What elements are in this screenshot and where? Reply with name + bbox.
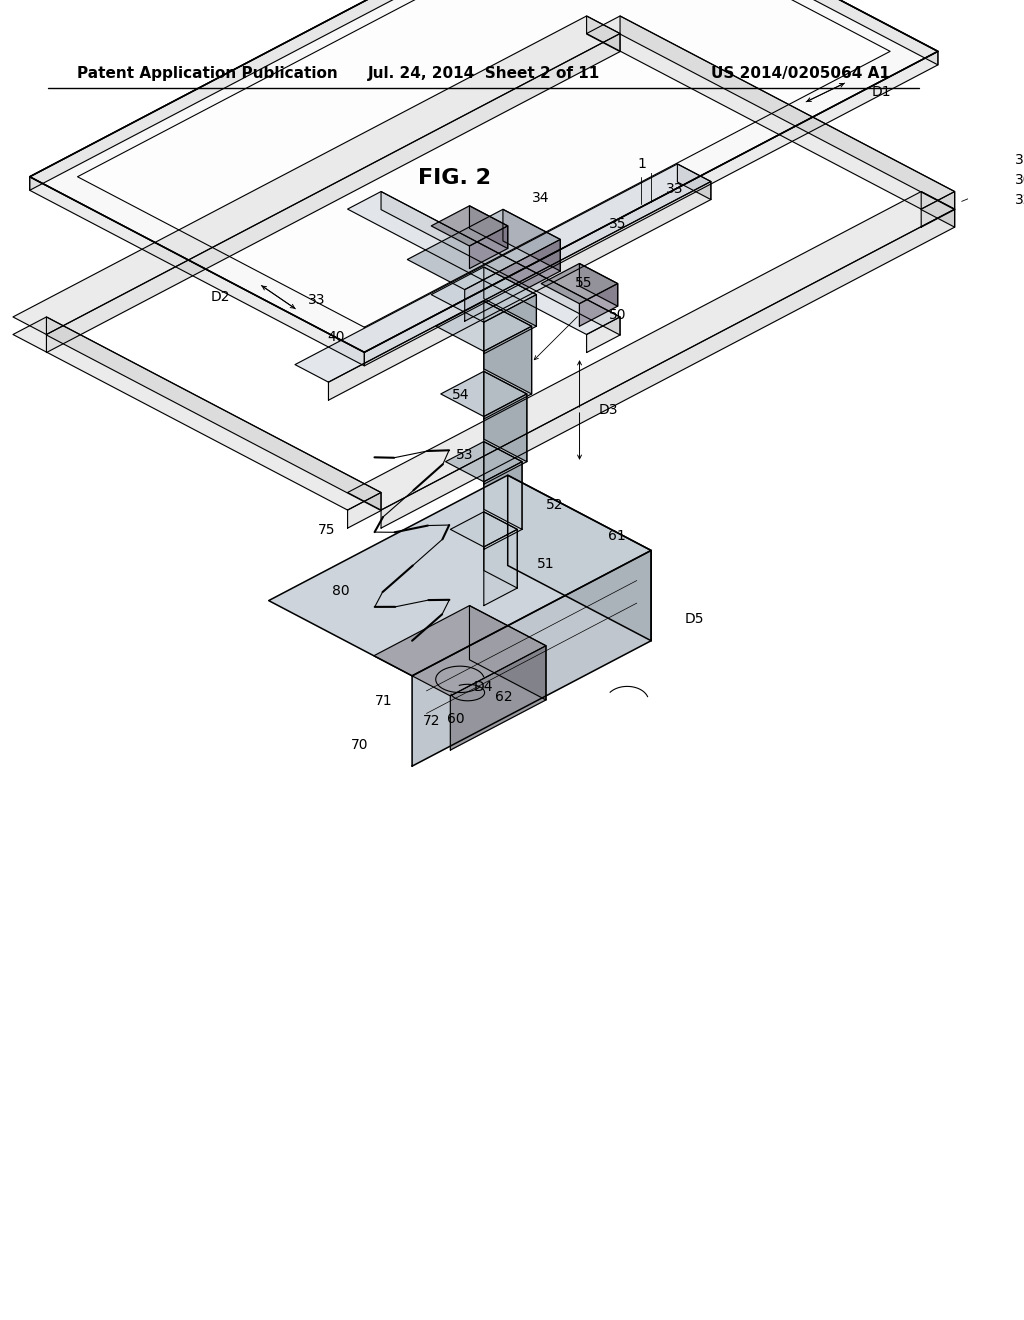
Text: 55: 55 <box>574 276 592 290</box>
Text: 53: 53 <box>457 447 474 462</box>
Polygon shape <box>587 16 954 209</box>
Text: FIG. 2: FIG. 2 <box>418 168 492 189</box>
Text: 62: 62 <box>495 690 512 704</box>
Text: 54: 54 <box>452 388 469 403</box>
Polygon shape <box>347 191 621 334</box>
Polygon shape <box>46 317 381 511</box>
Polygon shape <box>13 16 621 334</box>
Text: 35: 35 <box>608 218 626 231</box>
Polygon shape <box>374 606 546 696</box>
Polygon shape <box>483 294 537 354</box>
Polygon shape <box>587 317 621 352</box>
Polygon shape <box>469 206 508 248</box>
Text: 72: 72 <box>423 714 440 729</box>
Polygon shape <box>508 475 651 640</box>
Polygon shape <box>431 267 537 322</box>
Polygon shape <box>678 164 711 199</box>
Text: 31: 31 <box>1015 153 1024 168</box>
Polygon shape <box>268 475 651 676</box>
Polygon shape <box>451 512 517 546</box>
Polygon shape <box>46 33 621 352</box>
Text: 70: 70 <box>351 738 369 752</box>
Polygon shape <box>381 209 954 528</box>
Polygon shape <box>436 301 531 351</box>
Polygon shape <box>580 284 617 326</box>
Polygon shape <box>30 177 365 366</box>
Polygon shape <box>483 326 531 418</box>
Text: 1: 1 <box>637 157 646 170</box>
Polygon shape <box>30 0 938 352</box>
Text: 33: 33 <box>308 293 326 308</box>
Polygon shape <box>603 0 938 65</box>
Text: 80: 80 <box>332 583 349 598</box>
Text: 75: 75 <box>317 523 335 537</box>
Polygon shape <box>30 0 603 190</box>
Polygon shape <box>329 182 711 400</box>
Polygon shape <box>465 239 560 321</box>
Polygon shape <box>469 606 546 700</box>
Polygon shape <box>440 371 526 417</box>
Polygon shape <box>483 512 517 589</box>
Polygon shape <box>541 264 617 304</box>
Text: 50: 50 <box>608 308 626 322</box>
Polygon shape <box>483 529 517 606</box>
Polygon shape <box>483 462 522 549</box>
Polygon shape <box>408 210 560 289</box>
Text: 33: 33 <box>666 182 683 195</box>
Polygon shape <box>483 267 537 326</box>
Polygon shape <box>295 164 711 383</box>
Polygon shape <box>922 191 954 227</box>
Polygon shape <box>365 51 938 366</box>
Text: 40: 40 <box>328 330 345 345</box>
Polygon shape <box>483 393 526 484</box>
Text: 60: 60 <box>446 713 465 726</box>
Text: US 2014/0205064 A1: US 2014/0205064 A1 <box>712 66 890 82</box>
Polygon shape <box>621 16 954 210</box>
Polygon shape <box>922 191 954 227</box>
Text: 71: 71 <box>375 694 393 708</box>
Polygon shape <box>347 191 954 510</box>
Text: Jul. 24, 2014  Sheet 2 of 11: Jul. 24, 2014 Sheet 2 of 11 <box>368 66 600 82</box>
Polygon shape <box>503 210 560 271</box>
Polygon shape <box>78 0 890 327</box>
Polygon shape <box>580 264 617 306</box>
Text: 52: 52 <box>546 498 563 512</box>
Polygon shape <box>483 301 531 393</box>
Polygon shape <box>412 550 651 766</box>
Text: 30: 30 <box>1015 173 1024 187</box>
Polygon shape <box>445 442 522 482</box>
Text: D3: D3 <box>599 403 618 417</box>
Text: 61: 61 <box>608 529 626 544</box>
Polygon shape <box>483 442 522 529</box>
Polygon shape <box>13 317 381 510</box>
Polygon shape <box>483 371 526 462</box>
Polygon shape <box>431 206 508 246</box>
Polygon shape <box>381 191 621 335</box>
Polygon shape <box>469 226 508 268</box>
Text: D2: D2 <box>211 290 230 304</box>
Text: D5: D5 <box>685 612 705 626</box>
Text: 34: 34 <box>531 190 549 205</box>
Text: D1: D1 <box>871 86 891 99</box>
Polygon shape <box>451 645 546 750</box>
Text: 51: 51 <box>537 557 554 572</box>
Polygon shape <box>347 492 381 528</box>
Polygon shape <box>587 16 621 51</box>
Text: D4: D4 <box>474 680 494 694</box>
Text: Patent Application Publication: Patent Application Publication <box>78 66 338 82</box>
Text: 32: 32 <box>1015 193 1024 207</box>
